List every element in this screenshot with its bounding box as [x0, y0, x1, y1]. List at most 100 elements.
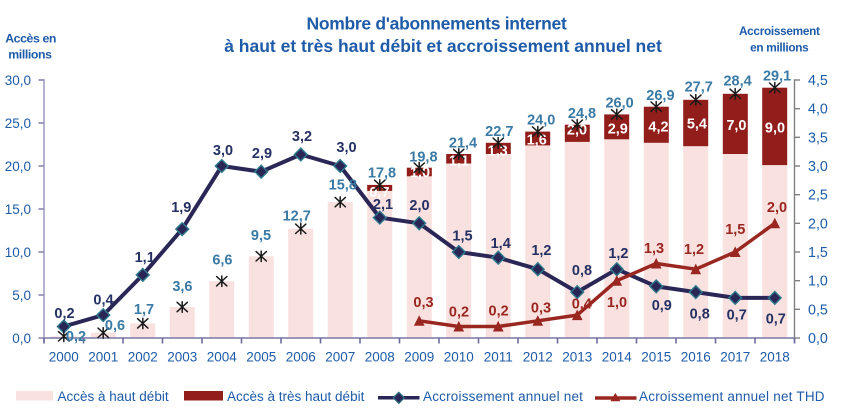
svg-text:2003: 2003: [167, 350, 197, 365]
svg-text:2002: 2002: [128, 350, 158, 365]
svg-text:2018: 2018: [760, 350, 790, 365]
svg-text:2017: 2017: [720, 350, 750, 365]
svg-text:1,5: 1,5: [452, 229, 472, 245]
svg-text:2015: 2015: [641, 350, 671, 365]
svg-text:2011: 2011: [484, 350, 513, 365]
svg-text:2,5: 2,5: [808, 188, 828, 204]
svg-text:1,0: 1,0: [607, 295, 627, 311]
svg-text:à haut et très haut débit et a: à haut et très haut débit et accroisseme…: [224, 36, 662, 56]
svg-text:3,0: 3,0: [213, 143, 233, 159]
svg-text:0,7: 0,7: [727, 308, 747, 324]
svg-text:1,5: 1,5: [808, 245, 828, 261]
svg-text:19,8: 19,8: [409, 150, 437, 166]
svg-text:2010: 2010: [444, 350, 474, 365]
svg-text:3,2: 3,2: [292, 129, 312, 145]
svg-text:1,4: 1,4: [491, 236, 511, 252]
svg-text:3,5: 3,5: [808, 130, 828, 146]
svg-text:0,3: 0,3: [413, 295, 433, 311]
svg-text:5,0: 5,0: [12, 288, 31, 303]
svg-text:1,7: 1,7: [134, 302, 154, 318]
svg-text:2016: 2016: [681, 350, 711, 365]
svg-text:2,0: 2,0: [567, 123, 587, 139]
svg-text:2,0: 2,0: [808, 216, 828, 232]
svg-text:7,0: 7,0: [726, 118, 746, 134]
svg-text:2001: 2001: [88, 350, 118, 365]
svg-text:2012: 2012: [523, 350, 553, 365]
svg-text:2014: 2014: [602, 350, 633, 365]
svg-text:1,5: 1,5: [725, 222, 745, 238]
svg-text:9,5: 9,5: [251, 228, 271, 244]
svg-text:10,0: 10,0: [5, 245, 31, 260]
svg-text:22,7: 22,7: [485, 124, 513, 140]
svg-text:15,8: 15,8: [329, 178, 357, 194]
svg-text:27,7: 27,7: [685, 80, 713, 96]
svg-text:3,0: 3,0: [336, 140, 356, 156]
svg-text:21,4: 21,4: [449, 136, 477, 152]
svg-text:0,0: 0,0: [12, 331, 31, 346]
svg-text:4,0: 4,0: [808, 102, 828, 118]
svg-text:5,4: 5,4: [687, 117, 707, 133]
svg-text:0,8: 0,8: [690, 307, 710, 323]
svg-text:0,2: 0,2: [54, 306, 74, 322]
svg-text:1,9: 1,9: [171, 200, 191, 216]
svg-text:2006: 2006: [286, 350, 316, 365]
svg-text:17,8: 17,8: [368, 166, 396, 182]
svg-text:12,7: 12,7: [283, 209, 311, 225]
svg-text:2005: 2005: [246, 350, 276, 365]
svg-text:3,6: 3,6: [172, 279, 192, 295]
svg-text:millions: millions: [8, 47, 52, 61]
svg-text:0,2: 0,2: [449, 304, 469, 320]
svg-text:2009: 2009: [404, 350, 434, 365]
svg-text:15,0: 15,0: [5, 202, 31, 217]
svg-text:Accroissement: Accroissement: [739, 24, 820, 38]
svg-text:0,5: 0,5: [808, 302, 828, 318]
svg-text:1,3: 1,3: [644, 241, 664, 257]
svg-text:1,6: 1,6: [527, 133, 547, 149]
svg-text:1,2: 1,2: [684, 242, 704, 258]
svg-text:2013: 2013: [562, 350, 592, 365]
svg-text:20,0: 20,0: [5, 159, 31, 174]
svg-text:Accès en: Accès en: [5, 31, 56, 45]
svg-text:29,1: 29,1: [763, 68, 791, 84]
svg-text:2,9: 2,9: [252, 146, 272, 162]
svg-text:6,6: 6,6: [212, 253, 232, 269]
svg-text:0,2: 0,2: [489, 303, 509, 319]
svg-text:30,0: 30,0: [5, 73, 31, 88]
svg-text:3,0: 3,0: [808, 159, 828, 175]
svg-text:25,0: 25,0: [5, 116, 31, 131]
svg-text:Accroissement annuel net: Accroissement annuel net: [423, 389, 583, 404]
svg-text:1,1: 1,1: [135, 250, 155, 266]
svg-text:2008: 2008: [365, 350, 395, 365]
svg-text:2,0: 2,0: [409, 198, 429, 214]
svg-text:26,0: 26,0: [605, 96, 633, 112]
svg-text:1,0: 1,0: [410, 165, 430, 181]
svg-text:2007: 2007: [325, 350, 355, 365]
svg-text:0,9: 0,9: [652, 298, 672, 314]
svg-text:en millions: en millions: [750, 40, 809, 54]
svg-text:24,0: 24,0: [527, 113, 555, 129]
svg-text:4,2: 4,2: [648, 120, 668, 136]
svg-text:Acroissement annuel net THD: Acroissement annuel net THD: [639, 389, 825, 404]
svg-text:0,7: 0,7: [766, 311, 786, 327]
svg-text:1,0: 1,0: [808, 274, 828, 290]
svg-text:0,0: 0,0: [808, 331, 828, 347]
svg-text:1,2: 1,2: [608, 246, 628, 262]
svg-text:Nombre d'abonnements internet: Nombre d'abonnements internet: [307, 14, 567, 34]
svg-text:Accès à haut débit: Accès à haut débit: [58, 389, 169, 404]
svg-text:0,8: 0,8: [572, 263, 592, 279]
svg-text:2,9: 2,9: [608, 122, 628, 138]
svg-text:24,8: 24,8: [568, 106, 596, 122]
svg-text:9,0: 9,0: [765, 120, 785, 136]
svg-text:0,2: 0,2: [66, 329, 86, 345]
svg-text:0,4: 0,4: [572, 297, 592, 313]
svg-text:2,1: 2,1: [373, 197, 393, 213]
svg-text:2000: 2000: [49, 350, 79, 365]
svg-text:0,4: 0,4: [93, 293, 113, 309]
svg-text:Accès à très haut débit: Accès à très haut débit: [227, 389, 365, 404]
svg-text:0,3: 0,3: [531, 300, 551, 316]
svg-text:26,9: 26,9: [646, 88, 674, 104]
svg-text:2004: 2004: [207, 350, 238, 365]
svg-text:28,4: 28,4: [723, 73, 751, 89]
svg-text:4,5: 4,5: [808, 73, 828, 89]
svg-text:2,0: 2,0: [767, 200, 787, 216]
